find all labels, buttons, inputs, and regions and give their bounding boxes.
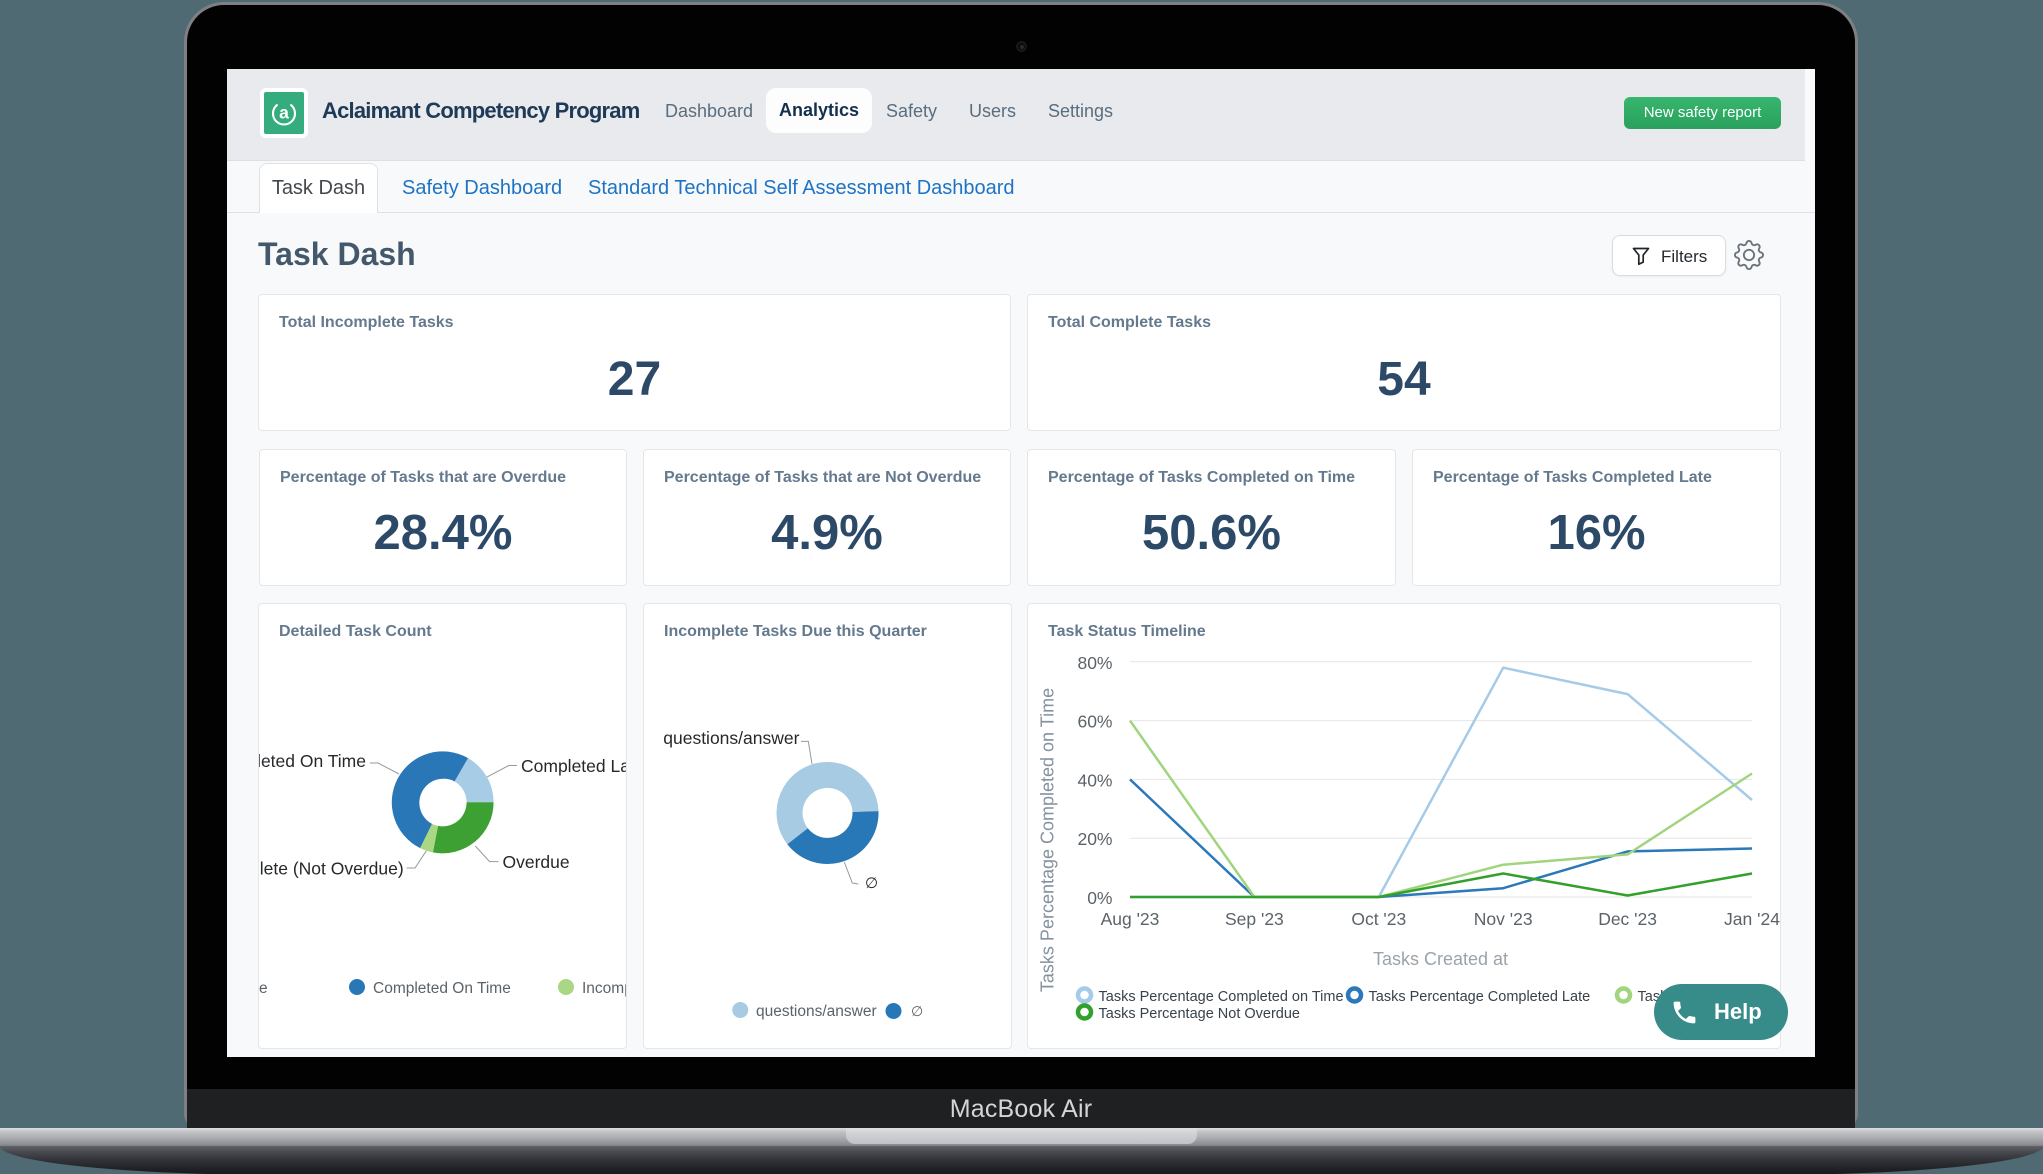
svg-text:60%: 60% xyxy=(1077,712,1112,732)
svg-text:Aug '23: Aug '23 xyxy=(1101,909,1160,929)
svg-text:Completed On Time: Completed On Time xyxy=(259,751,366,771)
svg-text:Tasks Percentage Completed Lat: Tasks Percentage Completed Late xyxy=(1369,989,1591,1005)
svg-text:40%: 40% xyxy=(1077,770,1112,790)
svg-text:Tasks Percentage Completed on: Tasks Percentage Completed on Time xyxy=(1038,688,1058,992)
svg-text:80%: 80% xyxy=(1077,653,1112,673)
svg-text:Incomplete (Not Overdue): Incomplete (Not Overdue) xyxy=(259,859,404,879)
svg-text:Dec '23: Dec '23 xyxy=(1598,909,1657,929)
svg-text:Tasks Created at: Tasks Created at xyxy=(1373,949,1508,969)
svg-text:questions/answer: questions/answer xyxy=(663,728,799,748)
svg-text:Sep '23: Sep '23 xyxy=(1225,909,1284,929)
svg-text:Tasks Percentage Not Overdue: Tasks Percentage Not Overdue xyxy=(1099,1006,1301,1022)
svg-text:0%: 0% xyxy=(1087,888,1112,908)
svg-text:∅: ∅ xyxy=(911,1003,923,1019)
svg-text:Nov '23: Nov '23 xyxy=(1474,909,1533,929)
svg-text:Oct '23: Oct '23 xyxy=(1351,909,1406,929)
svg-text:20%: 20% xyxy=(1077,829,1112,849)
svg-text:questions/answer: questions/answer xyxy=(756,1003,877,1020)
svg-text:Overdue: Overdue xyxy=(503,852,570,872)
svg-text:∅: ∅ xyxy=(865,875,878,892)
svg-text:a: a xyxy=(279,103,289,123)
svg-text:Jan '24: Jan '24 xyxy=(1724,909,1780,929)
svg-text:Incomplete (Not Overdue): Incomplete (Not Overdue) xyxy=(582,980,627,997)
svg-text:Completed On Time: Completed On Time xyxy=(373,980,511,997)
svg-text:Completed Late: Completed Late xyxy=(521,756,627,776)
svg-text:Tasks Percentage Completed on: Tasks Percentage Completed on Time xyxy=(1099,989,1344,1005)
svg-text:Completed Late: Completed Late xyxy=(259,980,268,997)
